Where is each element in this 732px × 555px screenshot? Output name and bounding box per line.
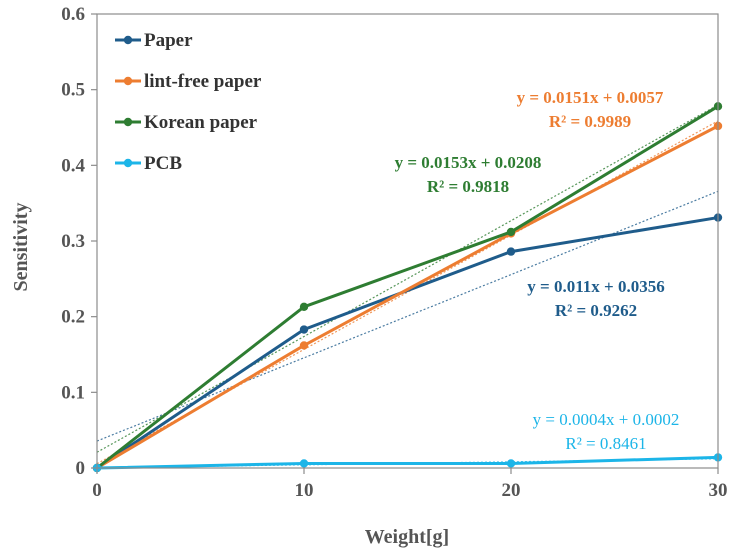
- legend-marker-korean-paper: [123, 117, 133, 127]
- trend-r2-pcb: R² = 0.8461: [565, 434, 646, 453]
- trend-r2-korean-paper: R² = 0.9818: [427, 177, 509, 196]
- y-tick-label: 0.2: [61, 307, 85, 328]
- y-tick-label: 0.6: [61, 4, 85, 25]
- y-tick-label: 0.5: [61, 80, 85, 101]
- x-tick-label: 10: [295, 480, 314, 501]
- y-tick-label: 0.3: [61, 231, 85, 252]
- legend: Paper lint-free paper Korean paper PCB: [115, 30, 262, 174]
- y-tick-label: 0: [76, 458, 86, 479]
- trend-equation-lint-free-paper: y = 0.0151x + 0.0057: [517, 88, 664, 107]
- data-point-korean-paper: [506, 227, 516, 237]
- data-point-pcb: [506, 459, 516, 468]
- series-line-pcb: [96, 455, 719, 470]
- y-tick-label: 0.1: [61, 382, 85, 403]
- trend-equation-korean-paper: y = 0.0153x + 0.0208: [395, 153, 542, 172]
- trend-equation-paper: y = 0.011x + 0.0356: [527, 277, 664, 296]
- legend-marker-lint-free-paper: [123, 76, 133, 86]
- data-point-korean-paper: [299, 302, 309, 312]
- x-tick-label: 0: [92, 480, 102, 501]
- data-point-paper: [299, 325, 309, 334]
- series-layer: [92, 102, 723, 473]
- x-axis-title: Weight[g]: [365, 526, 449, 548]
- axes-layer: 0 0.1 0.2 0.3 0.4 0.5 0.6 0 10 20 30: [61, 4, 727, 501]
- legend-marker-paper: [123, 35, 133, 45]
- data-point-paper: [506, 247, 516, 256]
- series-line-korean-paper: [96, 105, 719, 470]
- legend-label-lint-free-paper: lint-free paper: [144, 71, 262, 92]
- x-tick-label: 30: [709, 480, 728, 501]
- trendline-paper: [96, 190, 719, 442]
- trend-r2-paper: R² = 0.9262: [555, 301, 637, 320]
- trend-r2-lint-free-paper: R² = 0.9989: [549, 112, 631, 131]
- trend-equation-pcb: y = 0.0004x + 0.0002: [533, 410, 680, 429]
- y-tick-label: 0.4: [61, 155, 85, 176]
- legend-label-paper: Paper: [144, 30, 193, 51]
- data-point-pcb: [299, 459, 309, 468]
- data-point-lint-free-paper: [299, 341, 309, 350]
- legend-label-korean-paper: Korean paper: [144, 112, 258, 133]
- y-axis-title: Sensitivity: [10, 203, 32, 292]
- equation-annotations: y = 0.011x + 0.0356 R² = 0.9262 y = 0.0151…: [395, 88, 680, 453]
- x-tick-label: 20: [502, 480, 521, 501]
- series-line-paper: [96, 216, 719, 470]
- legend-label-pcb: PCB: [144, 153, 182, 174]
- legend-marker-pcb: [123, 158, 133, 168]
- series-line-lint-free-paper: [96, 124, 719, 470]
- trendline-korean-paper: [96, 104, 719, 453]
